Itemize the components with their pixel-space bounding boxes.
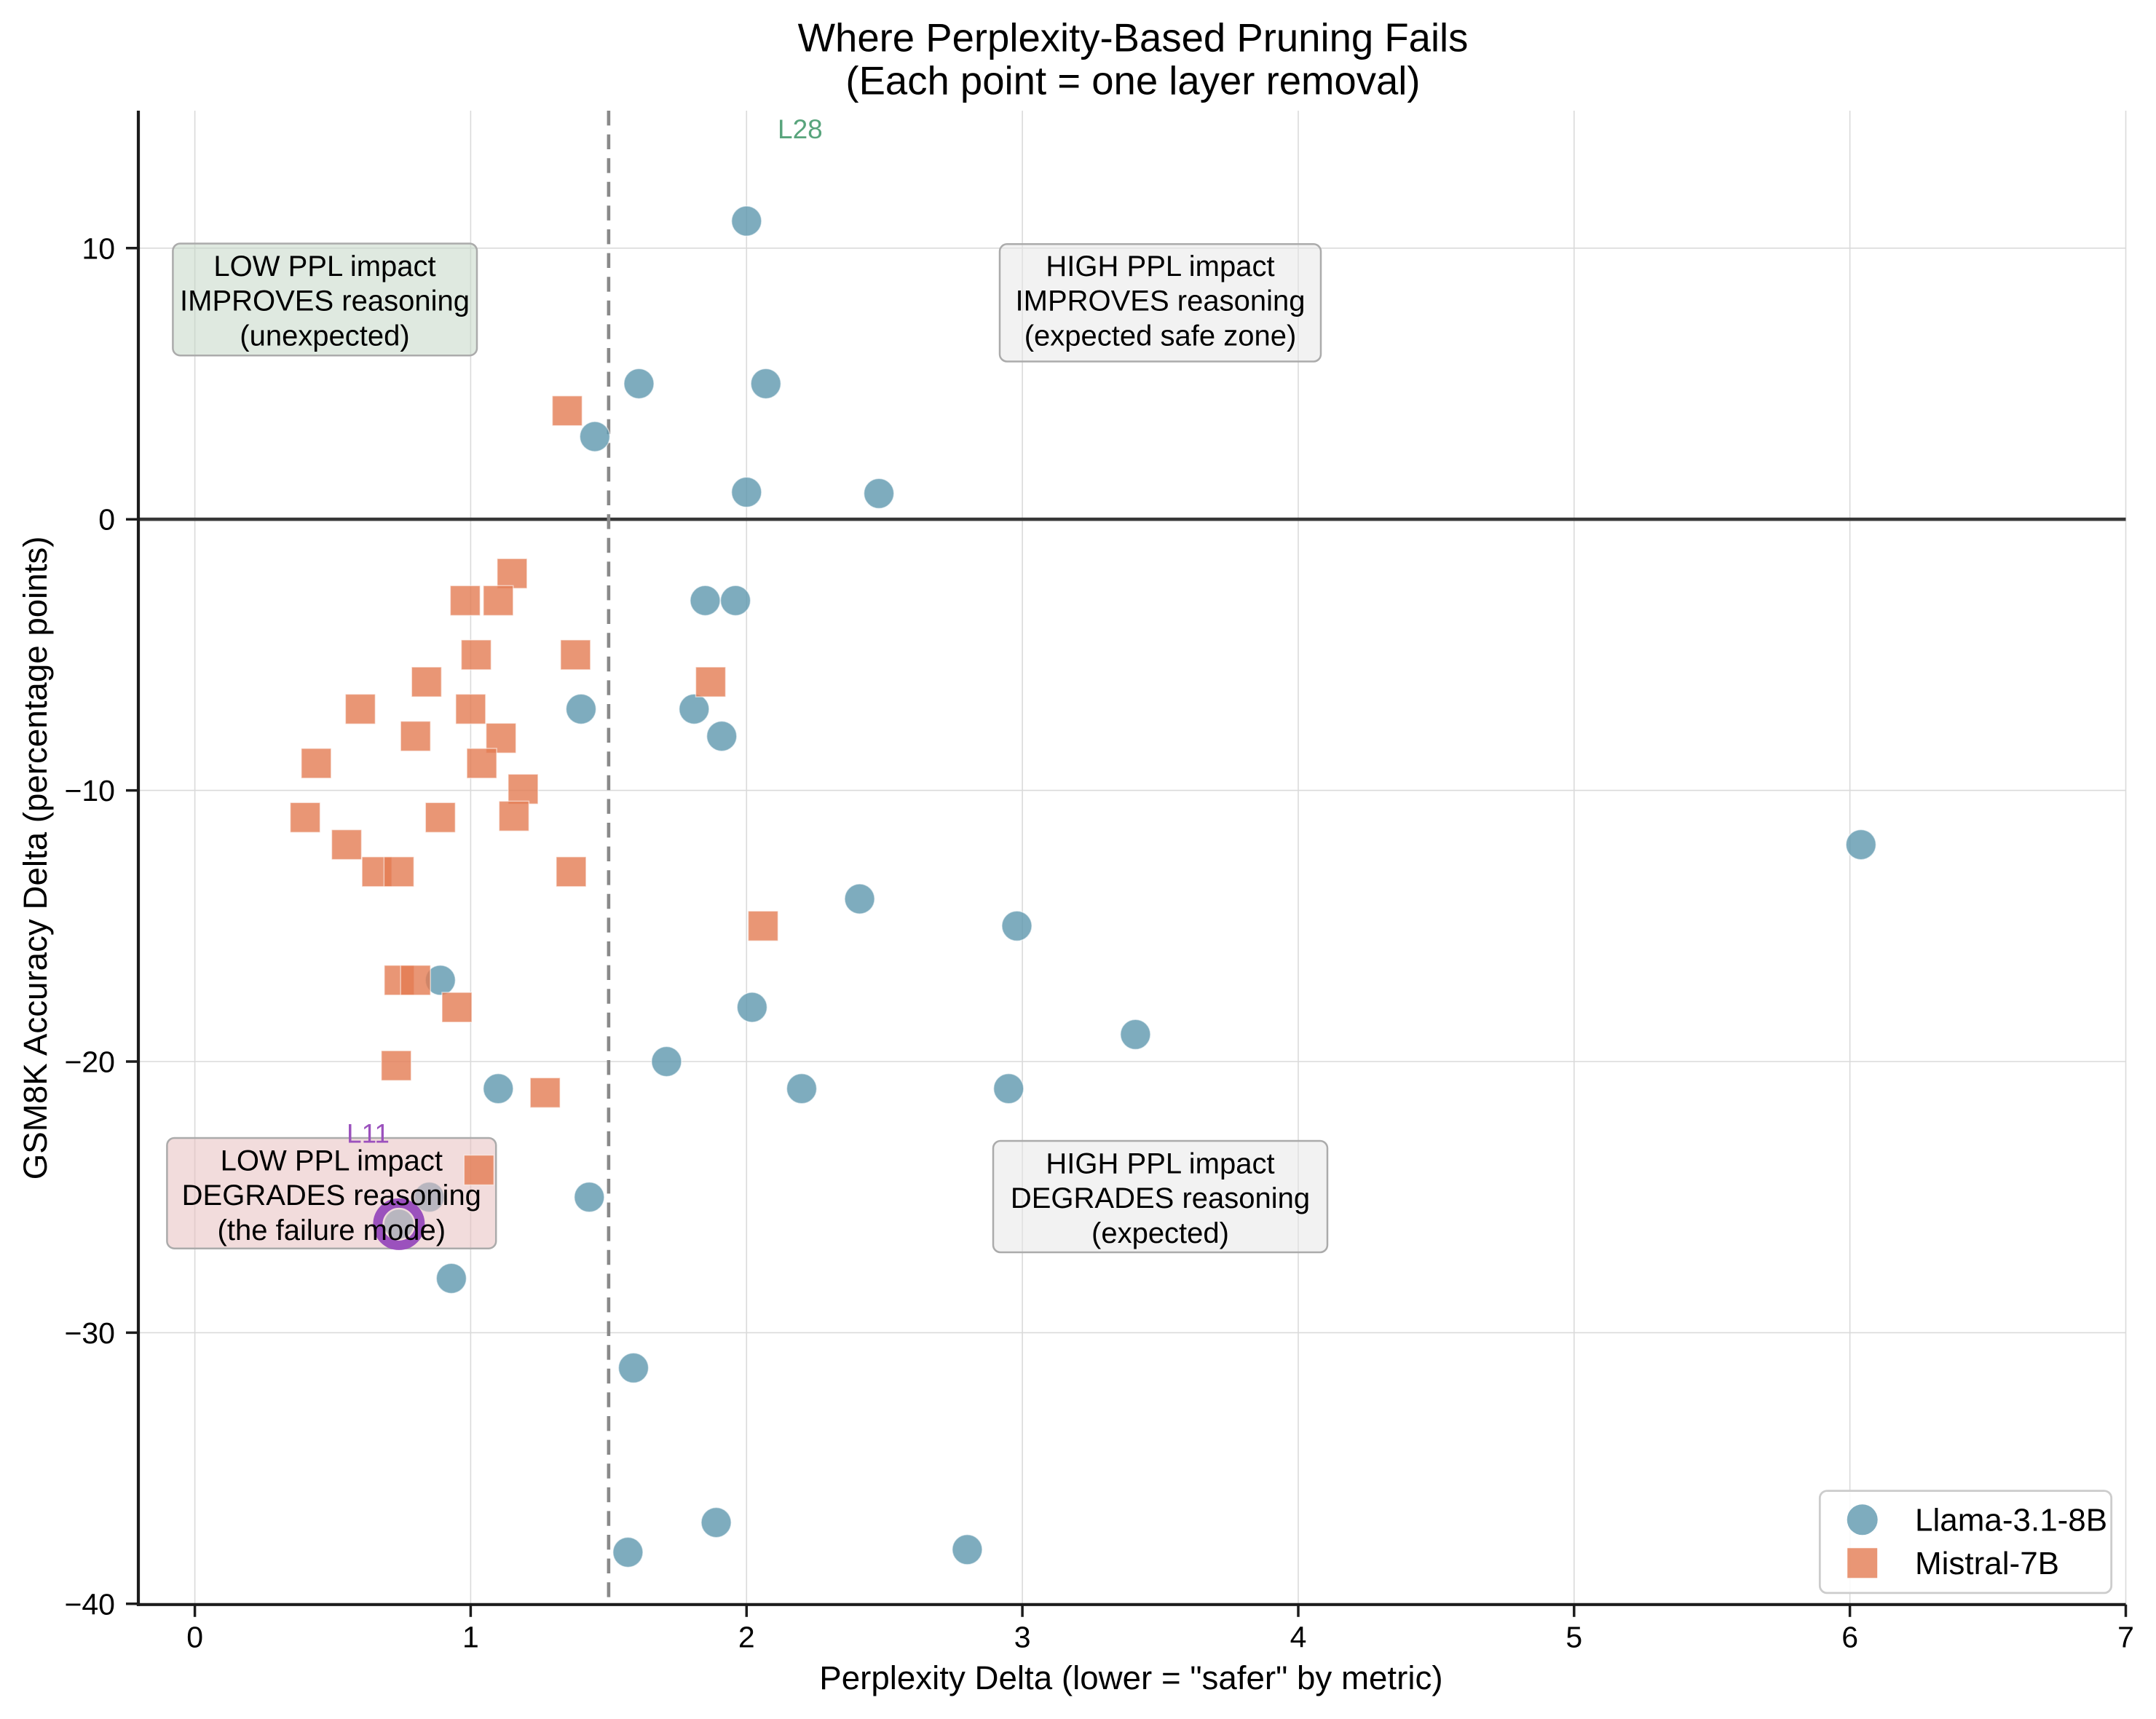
svg-text:0: 0	[186, 1621, 203, 1654]
svg-text:3: 3	[1014, 1621, 1031, 1654]
svg-text:10: 10	[82, 232, 115, 265]
svg-text:L28: L28	[778, 114, 823, 144]
svg-text:IMPROVES reasoning: IMPROVES reasoning	[1016, 285, 1306, 317]
svg-text:1: 1	[462, 1621, 479, 1654]
svg-text:−20: −20	[64, 1046, 115, 1079]
svg-text:Where Perplexity-Based Pruning: Where Perplexity-Based Pruning Fails	[798, 16, 1469, 60]
svg-text:0: 0	[98, 503, 115, 537]
svg-text:Perplexity Delta (lower = "saf: Perplexity Delta (lower = "safer" by met…	[819, 1659, 1442, 1696]
svg-text:2: 2	[738, 1621, 755, 1654]
svg-text:Mistral-7B: Mistral-7B	[1915, 1546, 2059, 1581]
svg-text:(expected safe zone): (expected safe zone)	[1024, 320, 1297, 352]
svg-text:5: 5	[1565, 1621, 1582, 1654]
svg-text:−30: −30	[64, 1316, 115, 1350]
svg-text:HIGH PPL impact: HIGH PPL impact	[1046, 250, 1274, 282]
svg-text:4: 4	[1290, 1621, 1307, 1654]
svg-text:LOW PPL impact: LOW PPL impact	[221, 1145, 443, 1177]
svg-text:LOW PPL impact: LOW PPL impact	[213, 250, 435, 282]
svg-text:(the failure mode): (the failure mode)	[218, 1214, 446, 1246]
svg-text:−40: −40	[64, 1587, 115, 1621]
svg-text:6: 6	[1841, 1621, 1858, 1654]
svg-text:(expected): (expected)	[1091, 1217, 1229, 1249]
svg-text:L11: L11	[347, 1118, 390, 1148]
svg-text:HIGH PPL impact: HIGH PPL impact	[1046, 1148, 1274, 1180]
svg-text:GSM8K Accuracy Delta (percenta: GSM8K Accuracy Delta (percentage points)	[17, 537, 54, 1180]
svg-text:DEGRADES reasoning: DEGRADES reasoning	[182, 1179, 481, 1212]
svg-text:(Each point = one layer remova: (Each point = one layer removal)	[845, 59, 1420, 103]
svg-text:−10: −10	[64, 774, 115, 807]
svg-text:Llama-3.1-8B: Llama-3.1-8B	[1915, 1503, 2107, 1538]
svg-text:7: 7	[2117, 1621, 2134, 1654]
svg-text:(unexpected): (unexpected)	[240, 320, 409, 352]
svg-text:DEGRADES reasoning: DEGRADES reasoning	[1011, 1182, 1310, 1214]
svg-text:IMPROVES reasoning: IMPROVES reasoning	[180, 285, 470, 317]
